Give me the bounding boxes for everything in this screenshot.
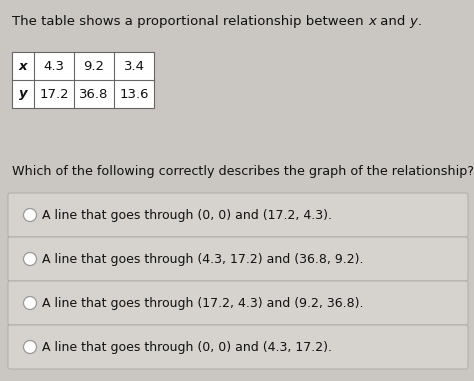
Text: x: x [368,15,376,28]
Text: A line that goes through (0, 0) and (17.2, 4.3).: A line that goes through (0, 0) and (17.… [43,208,332,221]
Circle shape [24,341,36,354]
Circle shape [24,253,36,266]
Text: x: x [19,59,27,72]
FancyBboxPatch shape [8,193,468,237]
Text: Which of the following correctly describes the graph of the relationship?: Which of the following correctly describ… [12,165,474,178]
FancyBboxPatch shape [8,325,468,369]
Text: and: and [376,15,410,28]
Text: A line that goes through (17.2, 4.3) and (9.2, 36.8).: A line that goes through (17.2, 4.3) and… [43,296,364,309]
Circle shape [24,296,36,309]
FancyBboxPatch shape [8,237,468,281]
Text: .: . [417,15,421,28]
Text: 17.2: 17.2 [39,88,69,101]
Text: y: y [18,88,27,101]
Text: y: y [410,15,417,28]
Text: A line that goes through (0, 0) and (4.3, 17.2).: A line that goes through (0, 0) and (4.3… [43,341,332,354]
Text: 13.6: 13.6 [119,88,149,101]
Text: A line that goes through (4.3, 17.2) and (36.8, 9.2).: A line that goes through (4.3, 17.2) and… [43,253,364,266]
Text: 3.4: 3.4 [124,59,145,72]
Bar [12,52,154,108]
FancyBboxPatch shape [8,281,468,325]
Circle shape [24,208,36,221]
Text: 36.8: 36.8 [79,88,109,101]
Text: 4.3: 4.3 [44,59,64,72]
Text: 9.2: 9.2 [83,59,104,72]
Text: The table shows a proportional relationship between: The table shows a proportional relations… [12,15,368,28]
